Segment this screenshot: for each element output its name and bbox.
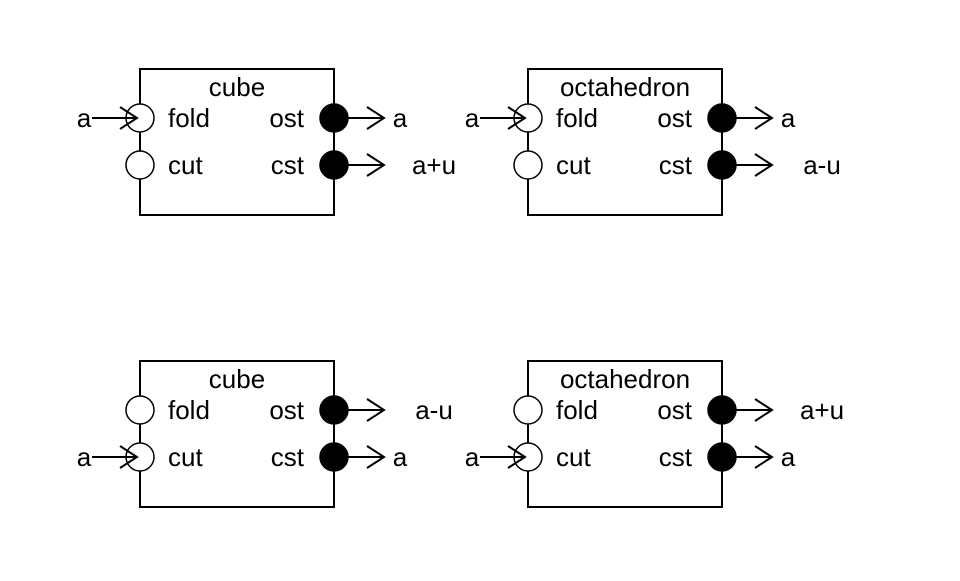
block-frame (139, 360, 335, 508)
input-signal-label: a (465, 103, 480, 133)
output-signal-label: a (781, 103, 796, 133)
block-title: octahedron (560, 72, 690, 102)
output-arrow-head (366, 445, 386, 469)
port-label-cut: cut (168, 150, 203, 180)
block-frame (527, 360, 723, 508)
output-arrow-head (366, 398, 386, 422)
block-frame (527, 68, 723, 216)
input-arrow-head (507, 106, 527, 130)
input-arrow-head (507, 445, 527, 469)
port-label-cut: cut (556, 442, 591, 472)
port-label-ost: ost (269, 395, 304, 425)
output-signal-label: a+u (412, 150, 456, 180)
port-label-ost: ost (269, 103, 304, 133)
output-arrow-head (754, 445, 774, 469)
block-frame (139, 68, 335, 216)
port-label-ost: ost (657, 395, 692, 425)
port-label-fold: fold (168, 103, 210, 133)
port-label-cut: cut (168, 442, 203, 472)
port-label-cst: cst (659, 442, 693, 472)
output-signal-label: a (393, 103, 408, 133)
input-signal-label: a (465, 442, 480, 472)
input-arrow-head (119, 445, 139, 469)
output-arrow-head (366, 106, 386, 130)
input-port-fold (125, 395, 155, 425)
output-port-ost (319, 103, 349, 133)
input-signal-label: a (77, 103, 92, 133)
port-label-fold: fold (556, 103, 598, 133)
output-signal-label: a (393, 442, 408, 472)
port-label-cst: cst (659, 150, 693, 180)
output-port-cst (707, 150, 737, 180)
port-label-cst: cst (271, 442, 305, 472)
port-label-fold: fold (168, 395, 210, 425)
input-signal-label: a (77, 442, 92, 472)
input-port-cut (125, 150, 155, 180)
output-arrow-head (754, 106, 774, 130)
port-label-ost: ost (657, 103, 692, 133)
output-port-cst (707, 442, 737, 472)
port-label-fold: fold (556, 395, 598, 425)
output-port-ost (319, 395, 349, 425)
output-signal-label: a+u (800, 395, 844, 425)
output-signal-label: a-u (803, 150, 841, 180)
output-arrow-head (366, 153, 386, 177)
output-port-ost (707, 395, 737, 425)
block-title: cube (209, 364, 265, 394)
block-title: cube (209, 72, 265, 102)
port-label-cut: cut (556, 150, 591, 180)
output-port-cst (319, 150, 349, 180)
block-title: octahedron (560, 364, 690, 394)
output-signal-label: a-u (415, 395, 453, 425)
input-port-cut (513, 150, 543, 180)
input-port-fold (513, 395, 543, 425)
output-arrow-head (754, 153, 774, 177)
input-arrow-head (119, 106, 139, 130)
port-label-cst: cst (271, 150, 305, 180)
output-signal-label: a (781, 442, 796, 472)
output-port-ost (707, 103, 737, 133)
output-arrow-head (754, 398, 774, 422)
output-port-cst (319, 442, 349, 472)
